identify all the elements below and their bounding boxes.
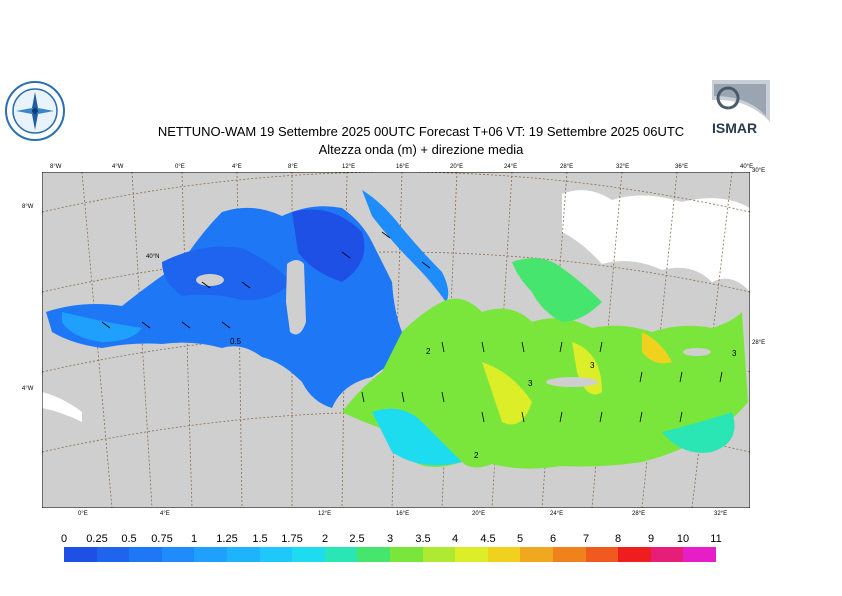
legend-swatch — [129, 547, 162, 562]
ionian-high-waves — [482, 362, 532, 425]
legend-label: 9 — [647, 533, 655, 545]
legend-swatch — [422, 547, 456, 562]
top-lon-label: 20°E — [450, 164, 464, 170]
legend-swatch — [585, 547, 619, 562]
legend-swatch — [161, 547, 195, 562]
wave-height-map: 0.5 2 3 2 3 3 — [42, 172, 750, 508]
snow-area — [562, 190, 750, 292]
top-lon-label: 32°E — [616, 164, 630, 170]
bottom-lon-label: 20°E — [472, 511, 486, 517]
legend-swatch — [292, 547, 325, 562]
legend-label: 2 — [321, 533, 329, 545]
legend-label: 0.75 — [151, 533, 173, 545]
contour-label: 2 — [474, 451, 479, 460]
legend-label: 11 — [710, 533, 722, 545]
ismar-logo: ISMAR — [708, 78, 772, 142]
legend-swatch — [487, 547, 521, 562]
legend-swatch — [552, 547, 586, 562]
bottom-lon-label: 16°E — [396, 511, 410, 517]
top-lon-label: 16°E — [396, 164, 410, 170]
right-label: 30°E — [752, 168, 766, 174]
legend-label: 3 — [386, 533, 394, 545]
legend-swatch — [650, 547, 684, 562]
top-lon-label: 28°E — [560, 164, 574, 170]
legend-label: 0 — [60, 533, 68, 545]
adriatic-sea — [362, 190, 449, 302]
ismar-logo-text: ISMAR — [712, 120, 758, 136]
legend-label: 1.25 — [216, 533, 238, 545]
alboran-sea — [62, 312, 142, 342]
legend-label: 4 — [451, 533, 459, 545]
top-lon-label: 24°E — [504, 164, 518, 170]
top-lon-label: 4°W — [112, 164, 124, 170]
map-subtitle: Altezza onda (m) + direzione media — [318, 142, 524, 157]
legend-swatch — [520, 547, 553, 562]
cyprus-island — [683, 348, 711, 356]
legend-swatch — [324, 547, 358, 562]
balearic-island — [196, 274, 224, 286]
legend-swatch — [618, 547, 651, 562]
contour-label: 2 — [426, 347, 431, 356]
legend-swatch — [455, 547, 488, 562]
aegean-sea — [512, 258, 602, 322]
legend-label: 1 — [190, 533, 198, 545]
legend-label: 10 — [676, 533, 690, 545]
bottom-lon-label: 0°E — [78, 511, 88, 517]
legend-label: 6 — [549, 533, 557, 545]
legend-swatch — [683, 547, 716, 562]
libya-coastal-sea — [372, 408, 462, 466]
legend-label: 8 — [614, 533, 622, 545]
left-lat-label: 4°W — [22, 386, 34, 392]
legend-swatch — [259, 547, 293, 562]
bottom-lon-label: 24°E — [550, 511, 564, 517]
map-title: NETTUNO-WAM 19 Settembre 2025 00UTC Fore… — [157, 124, 685, 139]
top-lon-label: 12°E — [342, 164, 356, 170]
bottom-lon-label: 4°E — [160, 511, 170, 517]
legend-swatch — [389, 547, 423, 562]
left-lat-label: 8°W — [22, 204, 34, 210]
sardinia-corsica-land — [286, 260, 306, 335]
legend-label: 1.75 — [281, 533, 303, 545]
legend-swatch — [96, 547, 130, 562]
legend-swatch — [194, 547, 227, 562]
top-lon-label: 8°W — [50, 164, 62, 170]
contour-label: 3 — [590, 361, 595, 370]
legend-label: 7 — [582, 533, 590, 545]
bottom-lon-label: 12°E — [318, 511, 332, 517]
legend-swatch — [64, 547, 97, 562]
crete-island — [546, 377, 598, 387]
contour-label: 0.5 — [230, 337, 242, 346]
legend-label: 2.5 — [349, 533, 365, 545]
bottom-lon-label: 32°E — [714, 511, 728, 517]
compass-logo-icon — [5, 81, 65, 141]
ismar-logo-icon — [708, 78, 772, 142]
legend-labels: 0 0.25 0.5 0.75 1 1.25 1.5 1.75 2 2.5 3 … — [0, 533, 842, 547]
legend-swatch — [226, 547, 260, 562]
legend-color-bar — [64, 547, 716, 562]
balearic-sea — [162, 246, 292, 301]
legend-label: 1.5 — [252, 533, 268, 545]
eastern-coastal-sea — [662, 412, 735, 453]
top-lon-label: 4°E — [232, 164, 242, 170]
legend-swatch — [357, 547, 390, 562]
snow-area — [42, 392, 82, 422]
top-lon-label: 0°E — [175, 164, 185, 170]
legend-label: 0.5 — [121, 533, 137, 545]
top-lon-label: 36°E — [675, 164, 689, 170]
wave-direction-arrows — [101, 231, 723, 423]
top-lon-label: 40°E — [740, 164, 754, 170]
legend-label: 3.5 — [415, 533, 431, 545]
right-label: 28°E — [752, 340, 766, 346]
inner-lat-label: 40°N — [146, 254, 160, 260]
legend-label: 4.5 — [480, 533, 496, 545]
legend-label: 5 — [516, 533, 524, 545]
legend-label: 0.25 — [86, 533, 108, 545]
top-lon-label: 8°E — [288, 164, 298, 170]
contour-label: 3 — [732, 349, 737, 358]
levantine-high-waves — [642, 332, 672, 364]
bottom-lon-label: 28°E — [632, 511, 646, 517]
ligurian-sea — [292, 209, 365, 282]
contour-label: 3 — [528, 379, 533, 388]
